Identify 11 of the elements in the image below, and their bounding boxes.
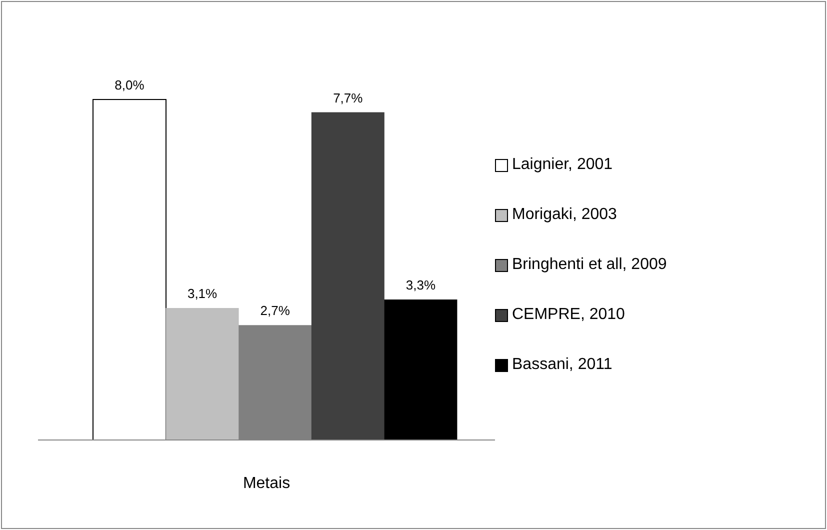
data-label: 8,0% [114, 77, 145, 92]
data-label: 3,3% [406, 278, 436, 293]
x-axis-title: Metais [242, 475, 290, 492]
data-label: 3,1% [187, 286, 218, 302]
data-label: 2,7% [260, 303, 290, 318]
legend-label: Bringhenti et all, 2009 [511, 255, 668, 275]
data-label: 7,7% [333, 90, 364, 106]
legend-label: Morigaki, 2003 [511, 205, 618, 225]
legend-label: CEMPRE, 2010 [511, 305, 626, 325]
legend-label: Laignier, 2001 [511, 155, 614, 175]
legend-label: Bassani, 2011 [511, 355, 614, 375]
